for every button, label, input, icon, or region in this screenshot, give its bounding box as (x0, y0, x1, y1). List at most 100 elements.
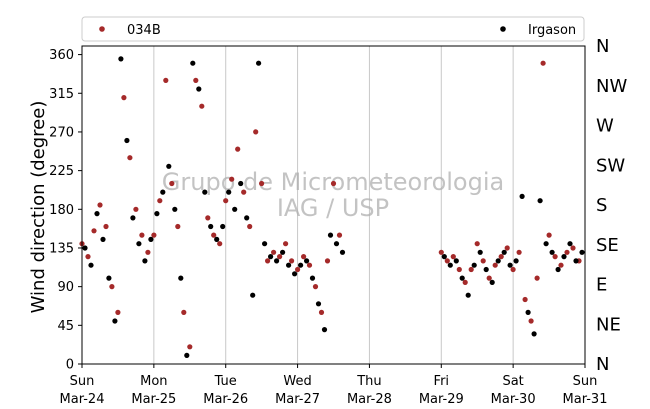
point-034b (450, 254, 456, 260)
x-tick-label-day: Sun (70, 374, 95, 389)
point-irgason (477, 249, 483, 255)
point-034b (271, 249, 277, 255)
point-034b (127, 155, 133, 161)
legend-label-034b: 034B (127, 23, 161, 38)
point-irgason (208, 223, 214, 230)
x-tick-label-day: Wed (283, 374, 311, 389)
y-tick-label: 45 (57, 319, 74, 334)
point-irgason (555, 266, 561, 273)
point-034b (570, 245, 576, 251)
point-irgason (196, 86, 202, 92)
y-tick-label: 270 (49, 125, 74, 140)
point-irgason (232, 206, 238, 212)
point-irgason (453, 258, 459, 264)
point-034b (510, 266, 516, 273)
point-034b (468, 266, 474, 273)
point-irgason (315, 301, 322, 307)
point-034b (283, 241, 289, 247)
point-irgason (184, 352, 190, 358)
point-034b (336, 232, 343, 238)
y-tick-label: 90 (57, 280, 74, 295)
direction-label: W (596, 116, 614, 137)
point-irgason (154, 211, 160, 217)
y-axis: 0 45 90 135 180 225 270 315 360 (49, 48, 82, 373)
point-034b (528, 318, 534, 324)
point-034b (139, 232, 145, 238)
grid (153, 46, 514, 364)
point-034b (193, 77, 199, 83)
point-irgason (304, 258, 310, 264)
point-034b (522, 296, 528, 303)
point-irgason (268, 254, 274, 260)
x-tick-label-day: Sun (573, 374, 598, 389)
point-irgason (262, 241, 268, 247)
watermark-line-2: IAG / USP (277, 194, 389, 222)
point-034b (546, 232, 552, 238)
point-irgason (519, 193, 525, 199)
x-tick-label-day: Fri (434, 374, 450, 389)
point-irgason (561, 254, 567, 260)
point-irgason (333, 241, 340, 247)
point-034b (253, 129, 259, 135)
point-irgason (274, 258, 280, 264)
point-irgason (441, 254, 447, 260)
point-034b (181, 309, 187, 315)
x-tick-label-day: Thu (356, 374, 381, 389)
point-034b (241, 189, 247, 195)
point-irgason (256, 60, 262, 66)
x-tick-label-date: Mar-25 (131, 392, 176, 407)
point-irgason (112, 318, 118, 324)
point-irgason (298, 262, 304, 268)
point-034b (558, 262, 564, 268)
point-irgason (166, 163, 172, 169)
direction-axis: N NE E SE S SW W NW N (596, 36, 627, 375)
y-axis-label: Wind direction (degree) (28, 101, 49, 314)
point-034b (97, 202, 103, 208)
point-034b (444, 258, 450, 264)
point-034b (235, 146, 241, 152)
point-034b (211, 232, 217, 238)
point-034b (318, 309, 325, 315)
x-tick-label-date: Mar-24 (60, 392, 105, 407)
point-irgason (190, 60, 196, 66)
point-034b (534, 275, 540, 281)
y-tick-label: 315 (49, 87, 74, 102)
legend-label-irgason: Irgason (528, 23, 576, 38)
point-irgason (238, 180, 244, 187)
point-034b (265, 258, 271, 264)
x-tick-label-day: Tue (214, 374, 237, 389)
point-034b (295, 266, 301, 273)
point-034b (486, 275, 492, 281)
point-034b (229, 176, 235, 182)
point-irgason (148, 236, 154, 242)
direction-label: N (596, 36, 609, 57)
point-irgason (543, 241, 549, 247)
point-irgason (202, 189, 208, 195)
y-tick-label: 360 (49, 48, 74, 63)
point-034b (121, 95, 127, 101)
point-034b (145, 249, 151, 255)
point-034b (438, 249, 444, 255)
point-034b (247, 223, 253, 230)
plot-frame (81, 45, 586, 365)
direction-label: SW (596, 155, 625, 176)
point-034b (301, 254, 307, 260)
point-irgason (136, 241, 142, 247)
point-034b (259, 180, 265, 187)
point-irgason (489, 279, 495, 285)
point-034b (540, 60, 546, 66)
point-irgason (507, 262, 513, 268)
legend-marker-irgason (500, 26, 506, 32)
point-034b (480, 258, 486, 264)
point-irgason (465, 292, 471, 298)
x-tick-label-date: Mar-28 (347, 392, 392, 407)
point-034b (187, 344, 193, 350)
point-irgason (471, 262, 477, 268)
point-034b (564, 249, 570, 255)
point-034b (330, 180, 337, 187)
point-irgason (88, 262, 94, 268)
point-034b (115, 309, 121, 315)
point-irgason (459, 275, 465, 281)
point-irgason (525, 309, 531, 315)
